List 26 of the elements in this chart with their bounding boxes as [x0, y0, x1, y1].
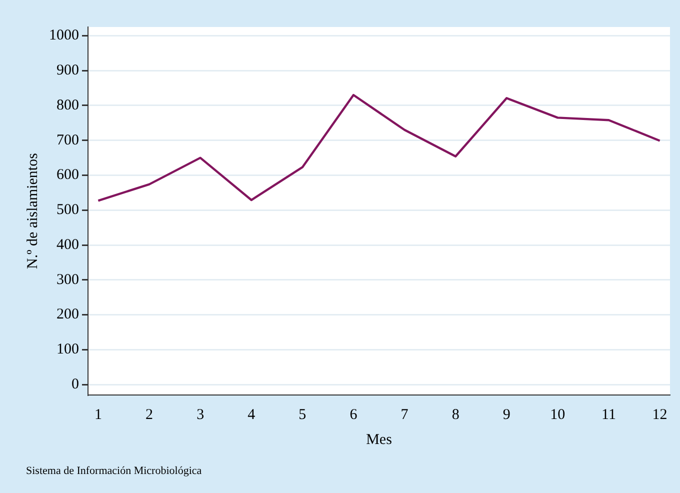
y-tick-label: 1000 — [49, 28, 79, 44]
y-axis-title: N.º de aislamientos — [24, 152, 41, 269]
y-tick-label: 900 — [56, 62, 79, 79]
y-tick-label: 300 — [56, 272, 79, 288]
y-tick-label: 500 — [56, 202, 79, 218]
y-tick-label: 400 — [56, 236, 79, 253]
x-tick-label: 1 — [94, 406, 102, 423]
y-tick-label: 100 — [56, 342, 79, 358]
y-tick-label: 200 — [56, 306, 79, 323]
x-tick-label: 10 — [550, 406, 566, 423]
x-tick-label: 5 — [298, 406, 306, 423]
x-tick-label: 2 — [146, 406, 154, 423]
y-tick-label: 800 — [56, 97, 79, 114]
text: Sistema de Información Microbiológica — [26, 465, 202, 477]
x-tick-label: 3 — [196, 406, 204, 423]
x-tick-label: 11 — [602, 406, 616, 423]
x-tick-label: 8 — [452, 406, 460, 423]
x-axis-title: Mes — [366, 432, 392, 448]
x-tick-label: 9 — [502, 406, 510, 423]
x-tick-label: 6 — [350, 406, 358, 423]
x-tick-label: 4 — [248, 406, 256, 423]
x-tick-label: 7 — [400, 406, 409, 423]
y-tick-label: 700 — [56, 132, 79, 148]
y-tick-label: 0 — [72, 376, 79, 392]
y-tick-label: 600 — [56, 167, 79, 184]
x-tick-label: 12 — [652, 406, 668, 423]
